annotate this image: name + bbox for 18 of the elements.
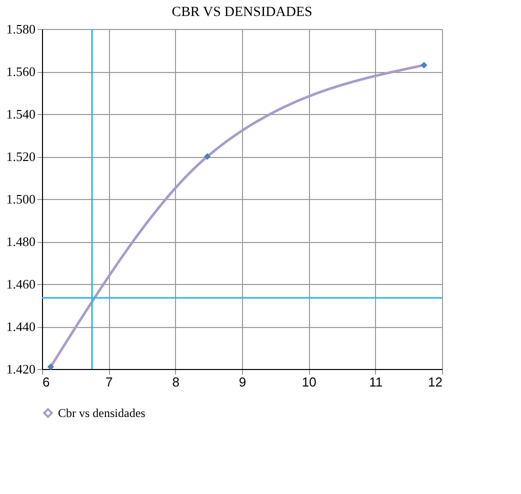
x-tick-label: 9: [238, 374, 246, 390]
x-tick-label: 7: [106, 374, 113, 390]
x-tick-label: 6: [42, 374, 50, 390]
y-tick-label: 1.440: [6, 319, 36, 334]
y-tick-label: 1.420: [6, 362, 36, 376]
x-tick-label: 12: [428, 374, 442, 390]
y-tick-label: 1.540: [6, 106, 36, 122]
y-tick-label: 1.460: [6, 276, 36, 292]
x-tick-label: 11: [369, 374, 383, 390]
y-tick-label: 1.580: [6, 22, 36, 36]
chart-title: CBR VS DENSIDADES: [172, 5, 312, 20]
legend-label: Cbr vs densidades: [58, 406, 146, 420]
x-tick-label: 10: [302, 374, 316, 390]
y-tick-label: 1.500: [6, 192, 36, 206]
x-tick-label: 8: [172, 374, 180, 390]
y-tick-label: 1.560: [6, 64, 36, 79]
y-tick-label: 1.480: [6, 234, 36, 249]
y-tick-label: 1.520: [6, 149, 36, 164]
